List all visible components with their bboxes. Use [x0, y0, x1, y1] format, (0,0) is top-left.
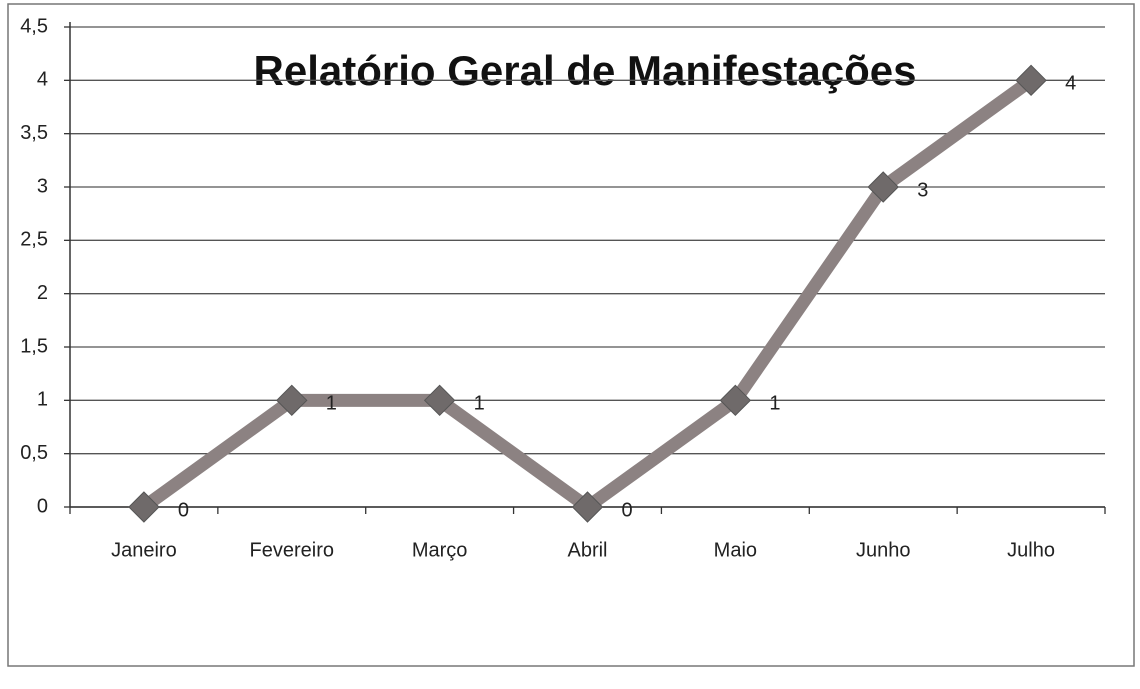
x-tick-label: Fevereiro: [250, 539, 334, 561]
data-marker: [571, 491, 604, 523]
data-label: 1: [769, 393, 780, 415]
data-marker: [276, 384, 308, 417]
y-tick-label: 1,5: [20, 335, 48, 357]
x-tick-label: Março: [412, 539, 468, 561]
x-tick-label: Junho: [856, 539, 911, 561]
data-marker: [867, 171, 899, 203]
y-tick-label: 2,5: [20, 229, 48, 251]
x-tick-label: Janeiro: [111, 539, 177, 561]
y-tick-label: 4: [37, 69, 48, 91]
data-label: 3: [917, 179, 928, 201]
x-tick-label: Maio: [714, 539, 757, 561]
data-label: 0: [622, 499, 633, 521]
data-label: 4: [1065, 73, 1076, 95]
y-tick-label: 4,5: [20, 15, 48, 37]
y-tick-label: 2: [37, 282, 48, 304]
data-label: 1: [326, 393, 337, 415]
x-tick-label: Julho: [1007, 539, 1055, 561]
y-tick-label: 0: [37, 495, 48, 517]
data-label: 1: [474, 393, 485, 415]
data-marker: [128, 491, 160, 523]
data-marker: [1015, 64, 1047, 97]
y-tick-label: 3: [37, 175, 48, 197]
chart-title: Relatório Geral de Manifestações: [254, 47, 917, 94]
data-label: 0: [178, 499, 189, 521]
x-tick-label: Abril: [567, 539, 607, 561]
chart-border: [7, 3, 1135, 667]
y-tick-label: 0,5: [20, 442, 48, 464]
y-tick-label: 3,5: [20, 122, 48, 144]
data-marker: [423, 384, 456, 417]
y-tick-label: 1: [37, 389, 48, 411]
data-marker: [719, 384, 752, 417]
